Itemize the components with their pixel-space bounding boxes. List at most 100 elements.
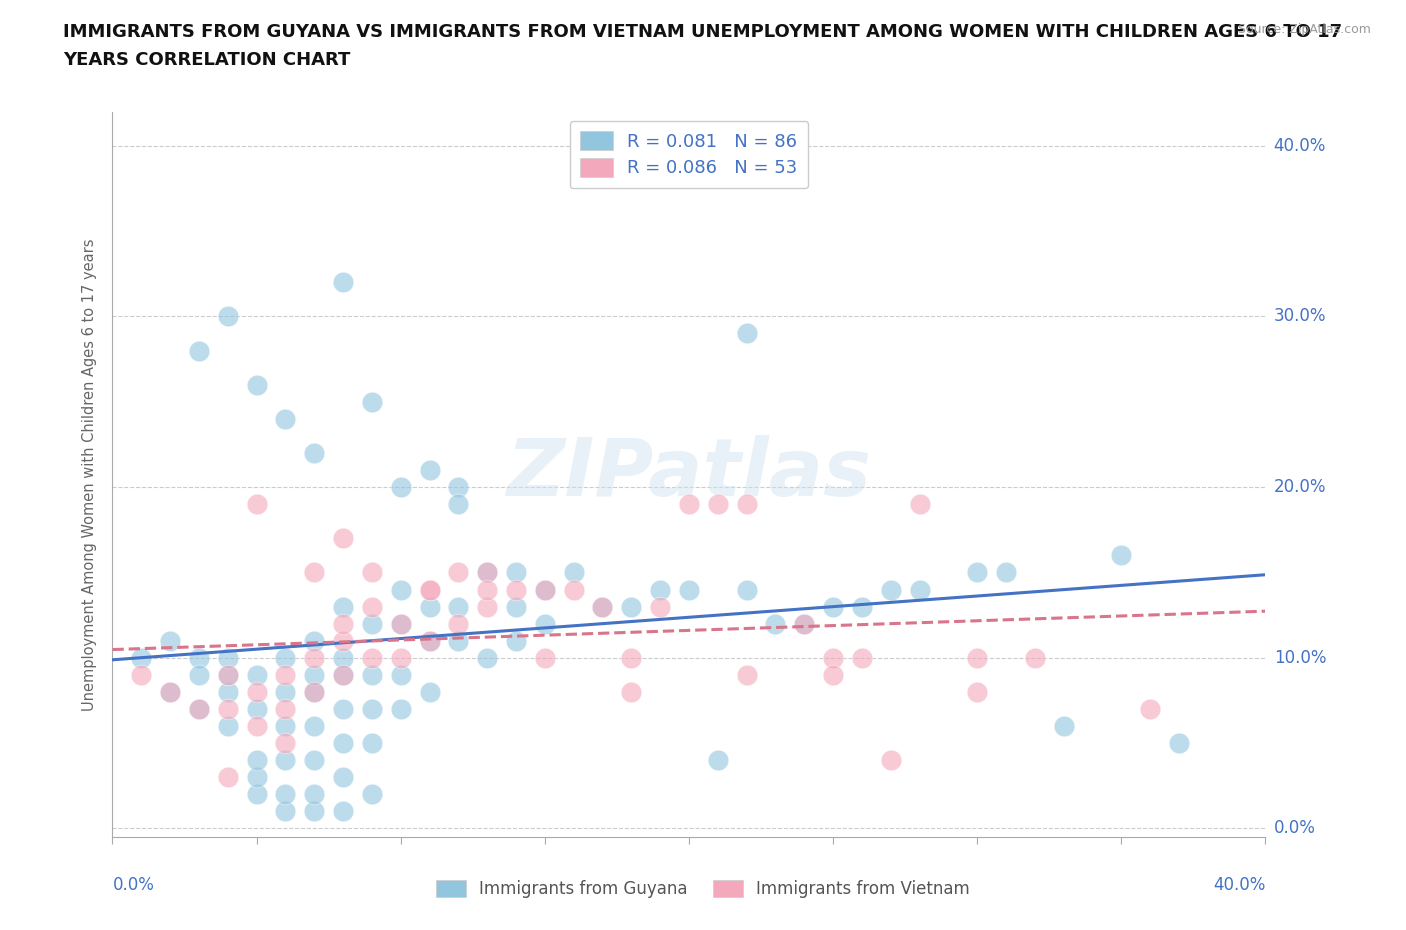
Point — [217, 668, 239, 683]
Text: Source: ZipAtlas.com: Source: ZipAtlas.com — [1237, 23, 1371, 36]
Point — [447, 633, 470, 648]
Text: 10.0%: 10.0% — [1274, 649, 1326, 667]
Point — [447, 617, 470, 631]
Y-axis label: Unemployment Among Women with Children Ages 6 to 17 years: Unemployment Among Women with Children A… — [82, 238, 97, 711]
Point — [475, 582, 499, 597]
Point — [908, 497, 931, 512]
Point — [188, 343, 211, 358]
Point — [360, 701, 382, 716]
Point — [707, 497, 730, 512]
Point — [360, 394, 382, 409]
Point — [534, 582, 557, 597]
Point — [389, 617, 412, 631]
Point — [332, 701, 354, 716]
Text: 40.0%: 40.0% — [1274, 137, 1326, 154]
Point — [1111, 548, 1133, 563]
Point — [447, 497, 470, 512]
Point — [620, 650, 643, 665]
Point — [360, 787, 382, 802]
Point — [360, 565, 382, 580]
Point — [360, 599, 382, 614]
Point — [505, 582, 527, 597]
Point — [389, 582, 412, 597]
Point — [274, 787, 297, 802]
Point — [332, 770, 354, 785]
Point — [821, 668, 844, 683]
Point — [332, 804, 354, 818]
Point — [246, 668, 269, 683]
Point — [304, 565, 326, 580]
Point — [304, 719, 326, 734]
Point — [505, 633, 527, 648]
Point — [332, 617, 354, 631]
Point — [332, 531, 354, 546]
Point — [389, 668, 412, 683]
Point — [389, 617, 412, 631]
Point — [129, 650, 153, 665]
Point — [475, 650, 499, 665]
Point — [274, 650, 297, 665]
Point — [246, 497, 269, 512]
Point — [246, 719, 269, 734]
Text: 20.0%: 20.0% — [1274, 478, 1326, 496]
Point — [534, 582, 557, 597]
Point — [447, 480, 470, 495]
Point — [620, 684, 643, 699]
Point — [217, 770, 239, 785]
Point — [159, 684, 181, 699]
Point — [534, 650, 557, 665]
Legend: R = 0.081   N = 86, R = 0.086   N = 53: R = 0.081 N = 86, R = 0.086 N = 53 — [569, 121, 808, 188]
Point — [246, 770, 269, 785]
Point — [678, 497, 700, 512]
Point — [246, 701, 269, 716]
Text: ZIPatlas: ZIPatlas — [506, 435, 872, 513]
Point — [332, 650, 354, 665]
Point — [966, 684, 988, 699]
Point — [360, 650, 382, 665]
Point — [592, 599, 614, 614]
Text: YEARS CORRELATION CHART: YEARS CORRELATION CHART — [63, 51, 350, 69]
Point — [217, 701, 239, 716]
Point — [159, 633, 181, 648]
Point — [678, 582, 700, 597]
Point — [851, 599, 873, 614]
Point — [475, 565, 499, 580]
Point — [274, 411, 297, 426]
Text: IMMIGRANTS FROM GUYANA VS IMMIGRANTS FROM VIETNAM UNEMPLOYMENT AMONG WOMEN WITH : IMMIGRANTS FROM GUYANA VS IMMIGRANTS FRO… — [63, 23, 1343, 41]
Point — [650, 582, 672, 597]
Point — [592, 599, 614, 614]
Point — [304, 633, 326, 648]
Point — [217, 668, 239, 683]
Point — [304, 668, 326, 683]
Point — [332, 736, 354, 751]
Point — [304, 650, 326, 665]
Point — [735, 668, 758, 683]
Point — [188, 701, 211, 716]
Text: 0.0%: 0.0% — [1274, 819, 1316, 838]
Point — [650, 599, 672, 614]
Point — [274, 752, 297, 767]
Point — [274, 668, 297, 683]
Text: 40.0%: 40.0% — [1213, 876, 1265, 894]
Point — [419, 582, 441, 597]
Point — [217, 684, 239, 699]
Point — [332, 275, 354, 290]
Point — [821, 650, 844, 665]
Point — [246, 684, 269, 699]
Point — [389, 650, 412, 665]
Point — [908, 582, 931, 597]
Point — [274, 684, 297, 699]
Point — [735, 582, 758, 597]
Point — [304, 752, 326, 767]
Point — [304, 804, 326, 818]
Point — [246, 787, 269, 802]
Point — [562, 582, 585, 597]
Point — [360, 736, 382, 751]
Point — [419, 582, 441, 597]
Point — [475, 565, 499, 580]
Point — [765, 617, 787, 631]
Point — [966, 650, 988, 665]
Point — [332, 633, 354, 648]
Point — [360, 668, 382, 683]
Text: 0.0%: 0.0% — [112, 876, 155, 894]
